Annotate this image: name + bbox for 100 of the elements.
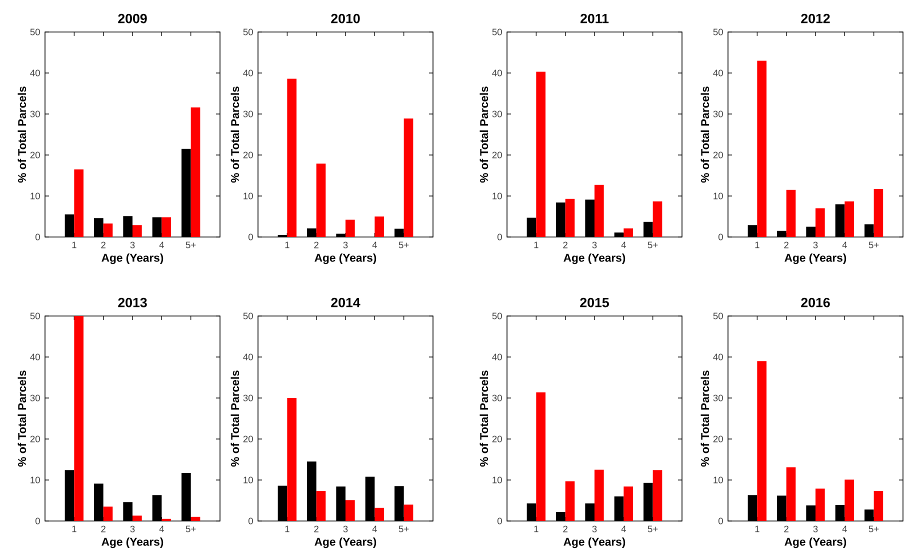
- x-axis-title: Age (Years): [784, 253, 846, 264]
- bar: [190, 516, 200, 521]
- y-tick-label: 30: [713, 394, 723, 402]
- y-tick-label: 10: [244, 476, 253, 484]
- bar: [594, 470, 604, 521]
- y-tick-label: 10: [714, 192, 723, 200]
- x-axis-title: Age (Years): [102, 253, 164, 264]
- y-tick-label: 10: [492, 476, 502, 484]
- x-tick-label: 1: [755, 526, 760, 532]
- bar: [757, 60, 766, 237]
- bar: [624, 486, 633, 521]
- bar: [190, 107, 200, 237]
- x-tick-label: 2: [314, 242, 318, 248]
- y-tick-label: 40: [243, 70, 253, 76]
- y-tick-label: 40: [492, 354, 502, 360]
- x-tick-label: 2: [563, 242, 568, 248]
- bar: [103, 506, 113, 521]
- x-tick-label: 2: [784, 242, 788, 248]
- x-tick-label: 1: [72, 526, 76, 532]
- x-tick-label: 4: [159, 526, 164, 532]
- x-tick-label: 4: [159, 242, 164, 248]
- bar: [316, 491, 326, 521]
- x-tick-label: 4: [842, 242, 847, 248]
- x-tick-label: 1: [285, 526, 290, 532]
- y-tick-label: 50: [713, 312, 723, 320]
- bar: [374, 508, 384, 521]
- bar: [536, 72, 546, 237]
- chart-title: 2012: [801, 14, 830, 24]
- chart-title: 2013: [118, 298, 147, 308]
- x-tick-label: 3: [130, 242, 135, 248]
- y-tick-label: 50: [713, 28, 723, 36]
- y-tick-label: 20: [492, 152, 502, 158]
- x-tick-label: 4: [621, 526, 626, 532]
- chart-title: 2015: [580, 298, 609, 308]
- x-tick-label: 5+: [648, 242, 658, 248]
- chart-title: 2009: [118, 14, 147, 24]
- y-tick-label: 40: [30, 354, 40, 360]
- x-tick-label: 5+: [398, 526, 409, 532]
- y-tick-label: 30: [30, 110, 40, 118]
- x-tick-label: 1: [534, 242, 538, 248]
- y-tick-label: 0: [497, 234, 502, 240]
- x-tick-label: 1: [285, 242, 290, 248]
- y-axis-title: % of Total Parcels: [700, 86, 710, 183]
- x-tick-label: 1: [72, 242, 76, 248]
- bar: [594, 184, 604, 237]
- x-tick-label: 3: [343, 526, 348, 532]
- x-axis-title: Age (Years): [784, 537, 846, 548]
- bar: [316, 164, 326, 237]
- y-tick-label: 50: [30, 312, 40, 320]
- x-tick-label: 5+: [648, 526, 658, 532]
- x-tick-label: 2: [101, 526, 106, 532]
- bar: [844, 480, 854, 521]
- x-tick-label: 1: [755, 242, 760, 248]
- bar: [404, 504, 414, 521]
- x-tick-label: 5+: [868, 242, 879, 248]
- chart-title: 2011: [580, 14, 609, 24]
- bar: [132, 225, 142, 237]
- x-tick-label: 2: [563, 526, 568, 532]
- bar: [346, 220, 355, 237]
- x-tick-label: 5+: [398, 242, 409, 248]
- chart-title: 2010: [331, 14, 360, 24]
- x-tick-label: 4: [842, 526, 847, 532]
- y-tick-label: 20: [492, 436, 502, 442]
- y-axis-title: % of Total Parcels: [700, 370, 710, 467]
- x-tick-label: 5+: [186, 526, 196, 532]
- y-tick-label: 30: [30, 394, 40, 402]
- bar: [74, 316, 84, 521]
- y-tick-label: 40: [243, 354, 253, 360]
- y-tick-label: 30: [713, 110, 723, 118]
- y-axis-title: % of Total Parcels: [480, 86, 488, 183]
- y-tick-label: 10: [30, 476, 40, 484]
- y-tick-label: 40: [713, 354, 723, 360]
- bar: [874, 491, 884, 521]
- x-tick-label: 4: [372, 526, 377, 532]
- bar: [757, 361, 766, 521]
- x-tick-label: 3: [813, 526, 818, 532]
- y-tick-label: 30: [492, 110, 502, 118]
- x-tick-label: 3: [343, 242, 348, 248]
- chart-title: 2014: [331, 298, 360, 308]
- bar: [816, 488, 825, 521]
- bar: [536, 392, 546, 521]
- y-tick-label: 40: [713, 70, 723, 76]
- x-tick-label: 4: [372, 242, 377, 248]
- y-tick-label: 20: [243, 152, 253, 158]
- y-axis-title: % of Total Parcels: [18, 86, 26, 183]
- bar: [74, 169, 84, 237]
- y-tick-label: 0: [248, 234, 253, 240]
- y-tick-label: 20: [30, 152, 40, 158]
- y-tick-label: 0: [35, 234, 40, 240]
- y-tick-label: 30: [492, 394, 502, 402]
- bar: [132, 516, 142, 521]
- x-tick-label: 2: [314, 526, 318, 532]
- x-tick-label: 3: [592, 526, 597, 532]
- x-axis-title: Age (Years): [314, 537, 376, 548]
- x-tick-label: 3: [592, 242, 597, 248]
- bar: [844, 201, 854, 237]
- x-axis-title: Age (Years): [102, 537, 164, 548]
- bar: [346, 500, 355, 521]
- y-tick-label: 10: [714, 476, 723, 484]
- bar: [652, 470, 662, 521]
